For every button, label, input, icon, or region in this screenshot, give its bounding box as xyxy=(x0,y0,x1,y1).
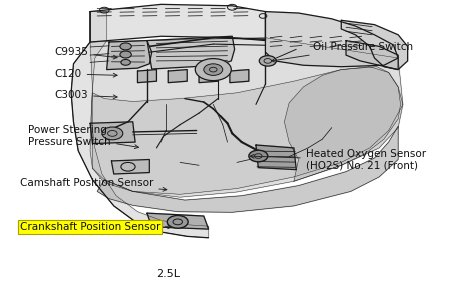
Text: Camshaft Position Sensor: Camshaft Position Sensor xyxy=(20,178,167,191)
Polygon shape xyxy=(168,70,187,83)
Polygon shape xyxy=(97,126,398,212)
Polygon shape xyxy=(284,67,403,181)
Text: C3003: C3003 xyxy=(55,90,117,100)
Polygon shape xyxy=(71,12,209,238)
Circle shape xyxy=(120,51,131,58)
Circle shape xyxy=(204,64,223,75)
Circle shape xyxy=(259,56,276,66)
Text: Crankshaft Position Sensor: Crankshaft Position Sensor xyxy=(20,222,172,232)
Polygon shape xyxy=(111,160,149,174)
Polygon shape xyxy=(341,20,408,70)
Polygon shape xyxy=(92,67,401,197)
Polygon shape xyxy=(90,38,403,194)
Polygon shape xyxy=(90,4,265,42)
Circle shape xyxy=(102,127,123,140)
Circle shape xyxy=(195,59,231,81)
Text: C120: C120 xyxy=(55,69,117,79)
Polygon shape xyxy=(230,70,249,83)
Text: C9935: C9935 xyxy=(55,47,117,59)
Polygon shape xyxy=(256,145,296,170)
Circle shape xyxy=(167,215,188,228)
Polygon shape xyxy=(107,41,152,70)
Polygon shape xyxy=(147,36,235,69)
Text: 2.5L: 2.5L xyxy=(156,269,181,279)
Text: Heated Oxygen Sensor
(HO2S) No. 21 (Front): Heated Oxygen Sensor (HO2S) No. 21 (Fron… xyxy=(250,149,426,171)
Text: Power Steering
Pressure Switch: Power Steering Pressure Switch xyxy=(28,126,138,148)
Polygon shape xyxy=(147,213,209,229)
Polygon shape xyxy=(346,41,398,70)
Circle shape xyxy=(120,43,131,50)
Polygon shape xyxy=(137,70,156,83)
Circle shape xyxy=(249,150,268,162)
Polygon shape xyxy=(199,70,218,83)
Polygon shape xyxy=(90,122,135,144)
Text: Oil Pressure Switch: Oil Pressure Switch xyxy=(272,42,413,62)
Polygon shape xyxy=(265,12,398,67)
Circle shape xyxy=(121,59,130,65)
